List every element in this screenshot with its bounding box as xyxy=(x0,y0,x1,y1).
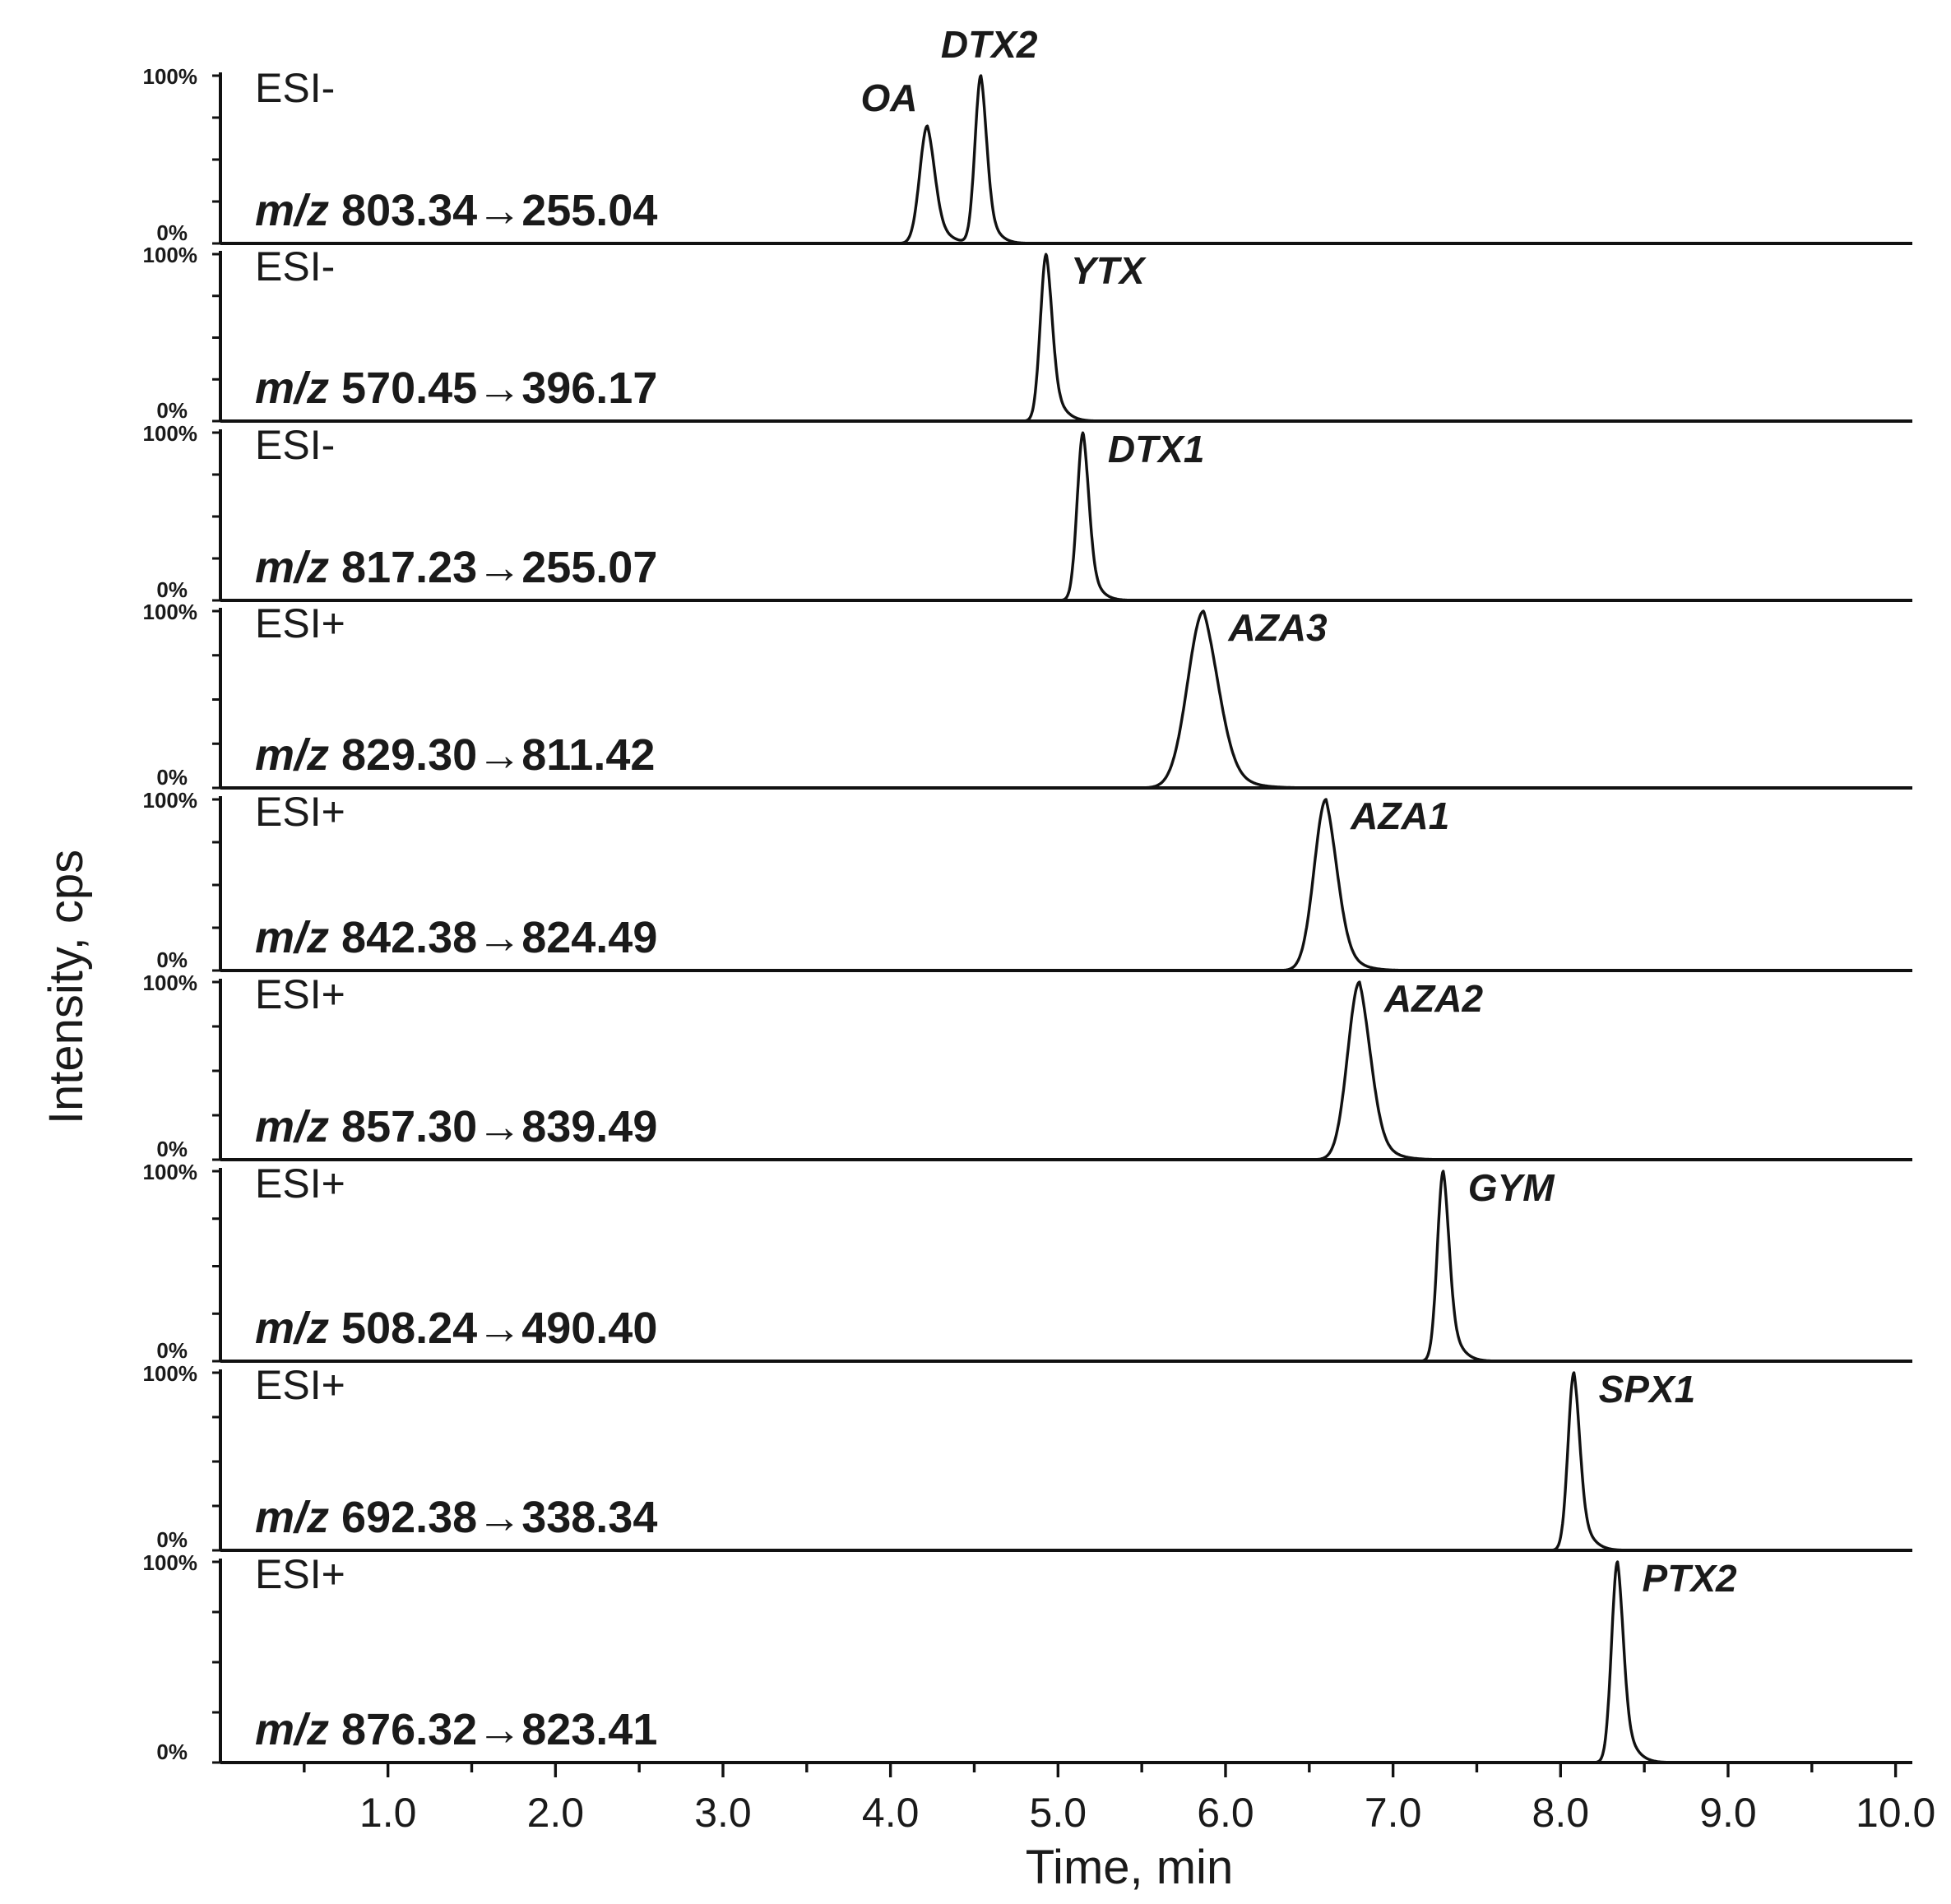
y-axis-label: Intensity, cps xyxy=(39,850,93,1124)
peak-label-spx1: SPX1 xyxy=(1599,1368,1696,1411)
peak-label-aza2: AZA2 xyxy=(1383,977,1484,1020)
mz-transition: m/z 508.24→490.40 xyxy=(255,1304,657,1353)
y-max-label: 100% xyxy=(143,971,198,995)
x-tick-label: 2.0 xyxy=(527,1790,585,1836)
y-min-label: 0% xyxy=(156,1527,188,1552)
y-min-label: 0% xyxy=(156,1137,188,1161)
mz-transition: m/z 692.38→338.34 xyxy=(255,1493,657,1542)
panel-8: 100% 0% ESI+ m/z 692.38→338.34 SPX1 xyxy=(143,1361,1913,1552)
y-max-label: 100% xyxy=(143,1361,198,1386)
ionization-mode: ESI- xyxy=(255,422,335,468)
ionization-mode: ESI+ xyxy=(255,600,345,646)
mz-value: 829.30→811.42 xyxy=(329,730,655,780)
ionization-mode: ESI+ xyxy=(255,1551,345,1597)
y-min-label: 0% xyxy=(156,220,188,245)
mz-prefix: m/z xyxy=(255,1493,329,1542)
mz-transition: m/z 803.34→255.04 xyxy=(255,186,657,235)
panel-7: 100% 0% ESI+ m/z 508.24→490.40 GYM xyxy=(143,1160,1913,1363)
mz-prefix: m/z xyxy=(255,1102,329,1151)
mz-value: 570.45→396.17 xyxy=(329,364,657,413)
mz-prefix: m/z xyxy=(255,1304,329,1353)
mz-value: 692.38→338.34 xyxy=(329,1493,657,1542)
mz-prefix: m/z xyxy=(255,730,329,780)
mz-transition: m/z 876.32→823.41 xyxy=(255,1705,657,1754)
x-axis: 1.0 2.0 3.0 4.0 5.0 6.0 7.0 8.0 9.0 10.0 xyxy=(303,1763,1935,1836)
mz-value: 803.34→255.04 xyxy=(329,186,657,235)
panel-5: 100% 0% ESI+ m/z 842.38→824.49 AZA1 xyxy=(143,788,1913,972)
peak-label-gym: GYM xyxy=(1468,1166,1555,1209)
y-max-label: 100% xyxy=(143,243,198,267)
peak-label-oa: OA xyxy=(860,76,917,119)
peak-label-dtx1: DTX1 xyxy=(1108,428,1205,470)
peak-label-dtx2: DTX2 xyxy=(941,23,1038,66)
mz-prefix: m/z xyxy=(255,543,329,592)
mz-prefix: m/z xyxy=(255,913,329,962)
peak-label-aza1: AZA1 xyxy=(1350,794,1449,837)
panel-2: 100% 0% ESI-m/z 570.45→396.17 YTX xyxy=(143,243,1913,423)
y-max-label: 100% xyxy=(143,1160,198,1184)
panel-4: 100% 0% ESI+ m/z 829.30→811.42 AZA3 xyxy=(143,600,1913,790)
y-min-label: 0% xyxy=(156,577,188,602)
y-max-label: 100% xyxy=(143,600,198,624)
ionization-mode: ESI- xyxy=(255,243,335,290)
mz-transition: m/z 829.30→811.42 xyxy=(255,730,655,780)
mz-transition: m/z 817.23→255.07 xyxy=(255,543,657,592)
mz-transition: m/z 842.38→824.49 xyxy=(255,913,657,962)
x-tick-label: 8.0 xyxy=(1532,1790,1590,1836)
y-min-label: 0% xyxy=(156,398,188,423)
panel-3: 100% 0% ESI-m/z 817.23→255.07 DTX1 xyxy=(143,421,1913,602)
y-min-label: 0% xyxy=(156,947,188,972)
x-tick-label: 6.0 xyxy=(1197,1790,1254,1836)
peak-label-aza3: AZA3 xyxy=(1228,606,1328,649)
y-max-label: 100% xyxy=(143,421,198,446)
panel-6: 100% 0% ESI+ m/z 857.30→839.49 AZA2 xyxy=(143,971,1913,1161)
ionization-mode: ESI+ xyxy=(255,971,345,1017)
panel-9: 100% 0% ESI+ m/z 876.32→823.41 PTX2 xyxy=(143,1550,1913,1764)
panel-1: 100% 0% ESI-m/z 803.34→255.04 OA DTX2 xyxy=(143,23,1913,245)
panels: 100%0%ESI-m/z 803.34→255.04OADTX2100%0%E… xyxy=(143,23,1913,1764)
mz-value: 508.24→490.40 xyxy=(329,1304,657,1353)
mz-transition: m/z 570.45→396.17 xyxy=(255,364,657,413)
x-tick-label: 4.0 xyxy=(862,1790,920,1836)
x-tick-label: 7.0 xyxy=(1365,1790,1422,1836)
mz-value: 817.23→255.07 xyxy=(329,543,657,592)
ionization-mode: ESI- xyxy=(255,65,335,111)
x-tick-label: 1.0 xyxy=(359,1790,417,1836)
mz-value: 842.38→824.49 xyxy=(329,913,657,962)
mz-prefix: m/z xyxy=(255,1705,329,1754)
x-tick-label: 3.0 xyxy=(694,1790,752,1836)
x-tick-label: 5.0 xyxy=(1030,1790,1087,1836)
mz-transition: m/z 857.30→839.49 xyxy=(255,1102,657,1151)
mz-value: 857.30→839.49 xyxy=(329,1102,657,1151)
y-min-label: 0% xyxy=(156,1338,188,1363)
ionization-mode: ESI+ xyxy=(255,1160,345,1207)
y-min-label: 0% xyxy=(156,1740,188,1764)
y-max-label: 100% xyxy=(143,64,198,89)
x-tick-label: 10.0 xyxy=(1856,1790,1935,1836)
y-max-label: 100% xyxy=(143,788,198,813)
x-axis-label: Time, min xyxy=(1026,1841,1233,1894)
mz-prefix: m/z xyxy=(255,186,329,235)
ionization-mode: ESI+ xyxy=(255,789,345,835)
ionization-mode: ESI+ xyxy=(255,1362,345,1408)
peak-label-ptx2: PTX2 xyxy=(1643,1557,1737,1600)
mz-value: 876.32→823.41 xyxy=(329,1705,657,1754)
peak-label-ytx: YTX xyxy=(1071,249,1147,292)
y-max-label: 100% xyxy=(143,1550,198,1575)
x-tick-label: 9.0 xyxy=(1699,1790,1757,1836)
mz-prefix: m/z xyxy=(255,364,329,413)
y-min-label: 0% xyxy=(156,765,188,790)
